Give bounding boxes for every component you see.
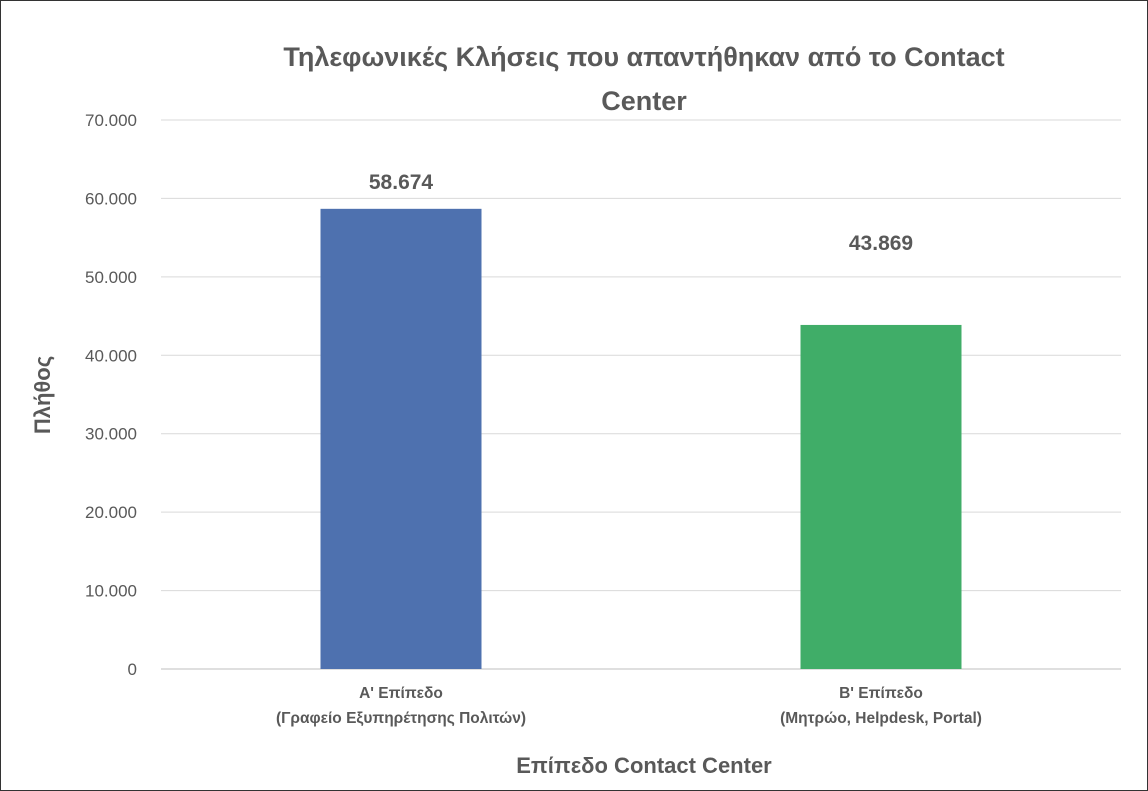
x-tick-label: (Μητρώο, Helpdesk, Portal) [780, 710, 982, 727]
y-tick-label: 40.000 [85, 346, 137, 365]
x-axis-title: Επίπεδο Contact Center [516, 753, 772, 778]
chart-title-line-1: Τηλεφωνικές Κλήσεις που απαντήθηκαν από … [283, 42, 1004, 72]
chart-title: Τηλεφωνικές Κλήσεις που απαντήθηκαν από … [283, 42, 1004, 116]
data-labels: 58.674 43.869 [369, 171, 913, 255]
bars [320, 208, 962, 670]
y-tick-label: 30.000 [85, 425, 137, 444]
x-tick-label: (Γραφείο Εξυπηρέτησης Πολιτών) [276, 710, 526, 727]
x-axis-categories: Α' Επίπεδο (Γραφείο Εξυπηρέτησης Πολιτών)… [276, 685, 982, 727]
bar [800, 324, 962, 669]
chart-title-line-2: Center [601, 86, 687, 116]
y-tick-label: 10.000 [85, 582, 137, 601]
y-tick-label: 20.000 [85, 503, 137, 522]
data-label: 43.869 [849, 232, 913, 255]
y-tick-label: 50.000 [85, 268, 137, 287]
data-label: 58.674 [369, 171, 434, 194]
y-tick-label: 60.000 [85, 189, 137, 208]
y-tick-label: 0 [128, 660, 137, 679]
y-axis-title: Πλήθος [30, 356, 55, 434]
bar [320, 208, 482, 670]
y-tick-label: 70.000 [85, 111, 137, 130]
y-axis-ticks: 0 10.000 20.000 30.000 40.000 50.000 60.000 70.… [85, 111, 137, 679]
x-tick-label: Β' Επίπεδο [839, 685, 923, 702]
x-tick-label: Α' Επίπεδο [359, 685, 443, 702]
gridlines [161, 119, 1121, 670]
